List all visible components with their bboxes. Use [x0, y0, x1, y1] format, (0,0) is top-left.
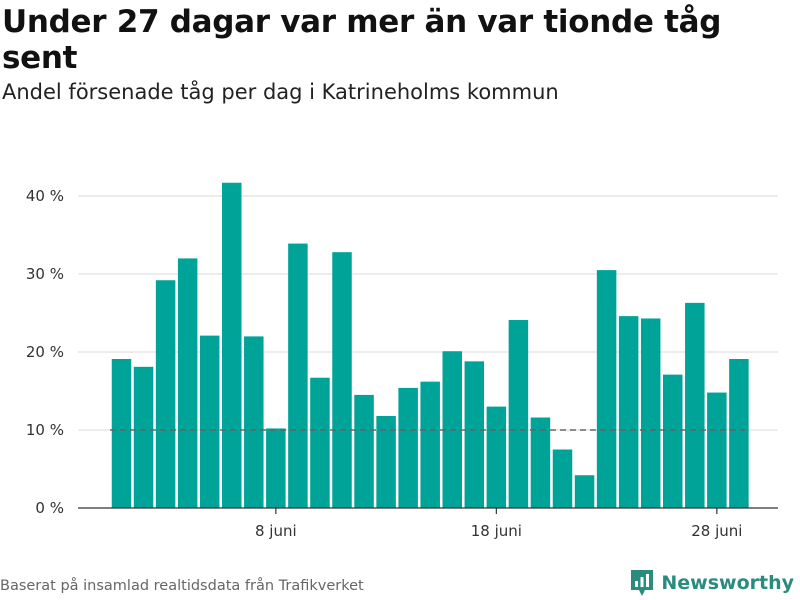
- bar: [464, 361, 485, 508]
- y-tick-label: 20 %: [26, 343, 64, 361]
- source-note: Baserat på insamlad realtidsdata från Tr…: [0, 578, 364, 594]
- bar: [596, 270, 617, 508]
- bar: [266, 428, 286, 508]
- bar: [310, 377, 330, 508]
- y-tick-label: 30 %: [26, 265, 64, 283]
- brand-name: Newsworthy: [661, 572, 794, 594]
- bar: [354, 394, 374, 508]
- bar: [508, 320, 529, 508]
- bar: [530, 417, 551, 508]
- bar: [552, 449, 573, 508]
- y-tick-label: 0 %: [35, 499, 64, 517]
- bar: [133, 366, 154, 508]
- bar: [685, 302, 705, 508]
- bar: [288, 243, 308, 508]
- bar: [618, 316, 639, 508]
- bar: [707, 392, 727, 508]
- bar: [111, 359, 132, 508]
- bar: [222, 182, 242, 509]
- brand-logo: Newsworthy: [629, 568, 794, 598]
- x-tick-label: 8 juni: [255, 522, 297, 540]
- bar: [420, 381, 440, 508]
- bar: [332, 252, 352, 508]
- chart-subtitle: Andel försenade tåg per dag i Katrinehol…: [2, 80, 559, 104]
- x-tick-label: 28 juni: [691, 522, 742, 540]
- bar: [640, 318, 661, 508]
- bar: [177, 258, 198, 508]
- bar: [199, 335, 220, 508]
- bar: [398, 387, 418, 508]
- bar: [574, 475, 595, 508]
- bar: [155, 280, 176, 508]
- y-tick-label: 40 %: [26, 187, 64, 205]
- x-tick-label: 18 juni: [471, 522, 522, 540]
- bar: [486, 406, 507, 508]
- y-tick-label: 10 %: [26, 421, 64, 439]
- chart-title: Under 27 dagar var mer än var tionde tåg…: [2, 4, 722, 76]
- bar: [729, 359, 749, 508]
- bar: [663, 374, 683, 508]
- bar: [376, 415, 396, 508]
- bar: [244, 336, 264, 508]
- bar-chart-logo-icon: [631, 570, 654, 596]
